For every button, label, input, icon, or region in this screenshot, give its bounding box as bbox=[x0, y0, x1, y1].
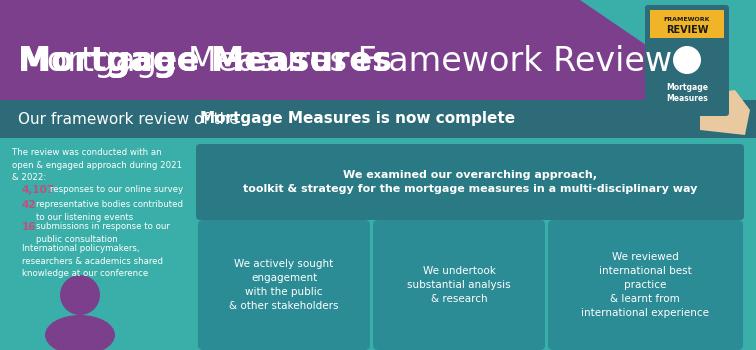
Text: REVIEW: REVIEW bbox=[666, 25, 708, 35]
FancyBboxPatch shape bbox=[198, 220, 370, 350]
Text: Mortgage Measures Framework Review: Mortgage Measures Framework Review bbox=[18, 46, 672, 78]
Bar bbox=[0, 138, 756, 350]
Bar bbox=[0, 0, 756, 100]
Polygon shape bbox=[700, 90, 750, 135]
Text: We undertook
substantial analysis
& research: We undertook substantial analysis & rese… bbox=[407, 266, 511, 304]
Text: We reviewed
international best
practice
& learnt from
international experience: We reviewed international best practice … bbox=[581, 252, 709, 318]
Text: 42: 42 bbox=[22, 200, 36, 210]
Text: We actively sought
engagement
with the public
& other stakeholders: We actively sought engagement with the p… bbox=[229, 259, 339, 311]
Text: Mortgage Measures: Mortgage Measures bbox=[18, 46, 392, 78]
FancyBboxPatch shape bbox=[645, 5, 729, 116]
Text: Mortgage Measures: Mortgage Measures bbox=[18, 46, 392, 78]
Text: submissions in response to our
public consultation: submissions in response to our public co… bbox=[36, 222, 170, 244]
FancyBboxPatch shape bbox=[196, 144, 744, 220]
Text: The review was conducted with an
open & engaged approach during 2021
& 2022:: The review was conducted with an open & … bbox=[12, 148, 182, 182]
Text: Our framework review of the: Our framework review of the bbox=[18, 112, 243, 126]
Text: We examined our overarching approach,
toolkit & strategy for the mortgage measur: We examined our overarching approach, to… bbox=[243, 170, 697, 194]
Circle shape bbox=[60, 275, 100, 315]
Circle shape bbox=[673, 46, 701, 74]
Bar bbox=[0, 100, 756, 138]
Polygon shape bbox=[580, 0, 756, 120]
FancyBboxPatch shape bbox=[548, 220, 743, 350]
Text: Mortgage Measures is now complete: Mortgage Measures is now complete bbox=[200, 112, 515, 126]
Ellipse shape bbox=[45, 315, 115, 350]
Text: International policymakers,
researchers & academics shared
knowledge at our conf: International policymakers, researchers … bbox=[22, 244, 163, 278]
Bar bbox=[650, 10, 724, 38]
Text: FRAMEWORK: FRAMEWORK bbox=[664, 17, 710, 22]
Text: Mortgage
Measures: Mortgage Measures bbox=[666, 83, 708, 103]
FancyBboxPatch shape bbox=[373, 220, 545, 350]
Text: 16: 16 bbox=[22, 222, 36, 232]
Text: representative bodies contributed
to our listening events: representative bodies contributed to our… bbox=[36, 200, 183, 222]
Text: responses to our online survey: responses to our online survey bbox=[50, 185, 183, 194]
Text: 4,107: 4,107 bbox=[22, 185, 55, 195]
